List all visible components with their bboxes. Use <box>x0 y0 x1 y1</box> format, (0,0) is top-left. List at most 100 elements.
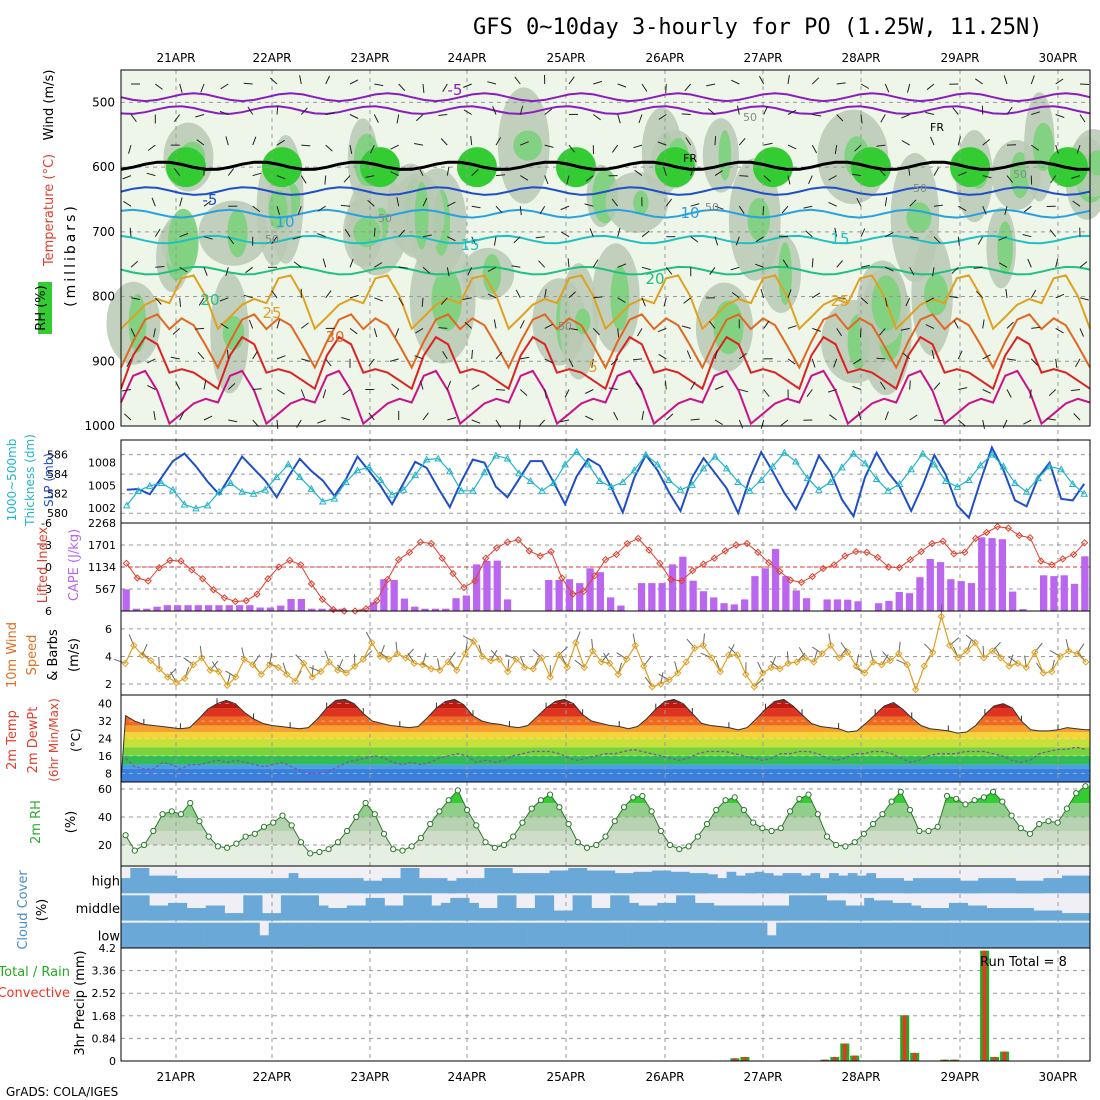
wind-barb <box>520 175 529 181</box>
temp2m-label-2: 2m DewPt <box>26 707 41 774</box>
rh-band <box>121 845 1090 866</box>
cape-bar <box>1019 609 1027 611</box>
wind-barb <box>495 351 503 360</box>
rh-contour-green <box>414 181 429 250</box>
wind-speed-point <box>1082 658 1090 666</box>
cloud-cover-bar <box>822 922 832 948</box>
wind-barb <box>1079 261 1088 268</box>
rh-contour-green <box>778 242 792 305</box>
wind-speed-line <box>124 614 1087 692</box>
rh-point <box>344 827 351 835</box>
cloud-cover-bar <box>633 871 644 894</box>
cloud-cover-bar <box>527 922 537 948</box>
thickness-point <box>480 468 489 476</box>
wind-barb <box>925 324 935 329</box>
wind-barb <box>690 236 699 243</box>
cloud-cover-bar <box>614 873 625 894</box>
cloud-cover-bar <box>582 922 592 948</box>
wind-speed-point <box>861 669 869 677</box>
wind-speed-point <box>436 666 444 674</box>
wind-speed-point <box>393 649 401 658</box>
cloud-cover-bar <box>314 922 325 948</box>
thickness-point <box>445 467 454 475</box>
rh-legend-swatch <box>38 282 52 334</box>
cloud-cover-bar <box>600 908 611 921</box>
temp-tick-label: 24 <box>98 733 112 746</box>
wind-barb <box>391 383 400 390</box>
wind-barb <box>252 136 257 146</box>
wind-barb <box>544 108 553 115</box>
date-label-top: 23APR <box>350 51 389 65</box>
wind-barb <box>878 168 886 176</box>
wind-speed-point <box>427 665 435 673</box>
lifted-index-point <box>384 575 392 584</box>
wind-barb <box>909 236 919 239</box>
cloud-cover-bar <box>586 870 597 894</box>
cape-bar <box>751 576 759 611</box>
temp2m-label-1: 2m Temp <box>5 710 20 770</box>
wind-barb <box>394 328 400 337</box>
cloud-cover-bar <box>741 905 752 921</box>
wind-speed-point <box>716 667 724 676</box>
wind-barb <box>760 419 765 429</box>
wind-speed-point <box>249 660 257 669</box>
lifted-index-point <box>329 605 338 614</box>
wind-barb <box>585 389 594 394</box>
thickness-point <box>365 463 373 471</box>
wind-barb <box>1055 114 1065 118</box>
wind-barb <box>909 267 915 276</box>
wind-speed-point <box>903 660 911 669</box>
lifted-index-point <box>808 572 817 581</box>
cloud-cover-bar <box>268 922 279 948</box>
wind-barb <box>414 143 424 146</box>
wind-barb <box>933 167 939 176</box>
wind-barb <box>219 297 229 302</box>
lifted-index-point <box>895 564 904 572</box>
cloud-cover-bar <box>393 905 404 921</box>
wind-barb <box>876 144 886 147</box>
wind-speed-point <box>1056 652 1064 661</box>
cape-bar <box>988 538 996 611</box>
cloud-cover-bar <box>1062 922 1072 948</box>
cloud-cover-bar <box>335 878 345 894</box>
wind-speed-point <box>606 659 614 668</box>
thickness-point <box>930 460 939 468</box>
cloud-cover-bar <box>854 905 865 921</box>
wind-barb <box>122 175 132 180</box>
chart-title: GFS 0~10day 3-hourly for PO (1.25W, 11.2… <box>473 15 1043 40</box>
wind-barb <box>128 144 132 154</box>
cloud-cover-bar <box>711 922 722 948</box>
cape-bar <box>782 576 790 611</box>
cloud-cover-bar <box>845 905 856 921</box>
wind-barb <box>276 105 279 115</box>
thickness-point <box>180 500 189 508</box>
wind-barb <box>513 236 521 244</box>
cloud-cover-bar <box>1052 878 1063 894</box>
wind-barb <box>225 267 229 277</box>
cape-bar <box>277 605 285 611</box>
cloud-cover-bar <box>850 922 860 948</box>
cape-bar <box>679 556 687 611</box>
wind-barb <box>343 175 351 183</box>
cloud-cover-bar <box>1061 913 1072 921</box>
rh-point <box>823 833 831 840</box>
date-label-bottom: 28APR <box>841 1070 880 1084</box>
wind-barb <box>787 175 791 185</box>
lifted-index-point <box>699 560 708 568</box>
cloud-cover-bar <box>158 905 169 921</box>
wind-speed-point <box>164 673 172 681</box>
wind-barb <box>738 137 746 146</box>
cloud-cover-bar <box>958 902 969 921</box>
rh-point <box>906 806 914 814</box>
wind-speed-point <box>682 658 690 666</box>
lifted-index-tick-label: 3 <box>45 583 52 596</box>
wind-speed-point <box>946 641 954 650</box>
wind-barb <box>153 328 156 338</box>
wind-barb <box>146 358 156 364</box>
precip-convective-bar <box>942 1059 947 1061</box>
rh-point <box>325 846 332 853</box>
thickness-point <box>1034 474 1042 482</box>
wind-barb <box>706 83 716 87</box>
wind-barb <box>860 114 863 124</box>
wind-barb <box>787 325 797 329</box>
